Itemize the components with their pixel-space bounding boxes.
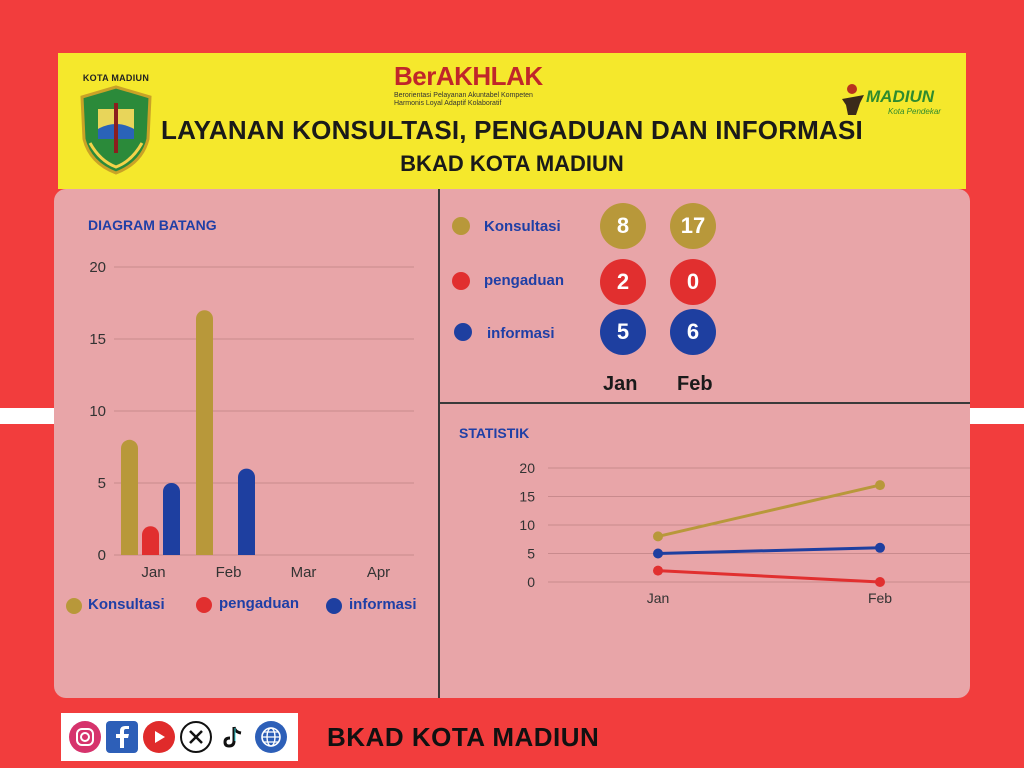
- madiun-word: MADIUN: [866, 87, 934, 106]
- summary-label-pengaduan: pengaduan: [484, 272, 565, 289]
- madiun-sub: Kota Pendekar: [888, 107, 941, 116]
- value-informasi-feb: 6: [670, 309, 716, 355]
- summary-label-informasi: informasi: [487, 325, 555, 342]
- emblem-caption: KOTA MADIUN: [82, 73, 150, 83]
- bar-konsultasi-jan: [121, 439, 138, 555]
- bar-chart-title: DIAGRAM BATANG: [88, 217, 217, 233]
- berakhlak-logo: BerAKHLAK Berorientasi Pelayanan Akuntab…: [394, 61, 574, 108]
- bar-xtick-label: Jan: [141, 564, 165, 581]
- brand-name: BerAKHLAK: [394, 61, 543, 91]
- bar-ytick-label: 0: [98, 547, 106, 564]
- bar-xtick-label: Apr: [367, 564, 390, 581]
- madiun-logo: MADIUN Kota Pendekar: [838, 81, 948, 121]
- line-ytick-label: 5: [527, 546, 535, 562]
- summary-dot-konsultasi: [452, 217, 470, 235]
- line-ytick-label: 0: [527, 574, 535, 590]
- page-title: LAYANAN KONSULTASI, PENGADUAN DAN INFORM…: [161, 115, 863, 145]
- line-ytick-label: 15: [519, 489, 535, 505]
- tiktok-icon[interactable]: [217, 721, 249, 753]
- brand-tagline-1: Berorientasi Pelayanan Akuntabel Kompete…: [394, 92, 533, 99]
- line-point-informasi-jan: [653, 548, 663, 559]
- legend-dot-informasi: [326, 598, 342, 614]
- line-point-pengaduan-feb: [875, 577, 885, 587]
- bar-xtick-label: Mar: [291, 564, 317, 581]
- bar-ytick-label: 15: [89, 331, 106, 348]
- youtube-icon[interactable]: [143, 721, 175, 753]
- bar-chart: 0 5 10 15 20 Jan Feb Mar Apr: [89, 259, 414, 581]
- bar-ytick-label: 5: [98, 475, 106, 492]
- legend-label-pengaduan: pengaduan: [219, 595, 300, 612]
- line-point-pengaduan-jan: [653, 565, 663, 576]
- brand-tagline-2: Harmonis Loyal Adaptif Kolaboratif: [394, 100, 502, 107]
- value-pengaduan-jan: 2: [600, 259, 646, 305]
- line-xtick-label: Feb: [868, 590, 892, 606]
- line-point-informasi-feb: [875, 542, 885, 553]
- bar-pengaduan-jan: [142, 526, 159, 555]
- bar-ytick-label: 20: [89, 259, 106, 276]
- summary-dot-pengaduan: [452, 272, 470, 290]
- line-point-konsultasi-jan: [653, 531, 663, 542]
- line-ytick-label: 10: [519, 517, 535, 533]
- summary-dot-informasi: [454, 323, 472, 341]
- summary-month-feb: Feb: [677, 373, 713, 395]
- line-series-informasi: [657, 546, 881, 555]
- line-ytick-label: 20: [519, 460, 535, 476]
- page-subtitle: BKAD KOTA MADIUN: [400, 151, 624, 176]
- city-emblem: KOTA MADIUN: [76, 73, 156, 180]
- line-series-konsultasi: [657, 483, 881, 538]
- line-series-pengaduan: [657, 569, 881, 584]
- value-pengaduan-feb: 0: [670, 259, 716, 305]
- bar-konsultasi-feb: [196, 310, 213, 555]
- horizontal-divider: [438, 402, 970, 404]
- summary-month-jan: Jan: [603, 373, 638, 395]
- line-point-konsultasi-feb: [875, 480, 885, 491]
- bar-informasi-feb: [238, 468, 255, 555]
- line-xtick-label: Jan: [647, 590, 670, 606]
- value-konsultasi-feb: 17: [670, 203, 716, 249]
- header-banner: KOTA MADIUN BerAKHLAK Berorientasi Pelay…: [58, 53, 966, 189]
- bar-xtick-label: Feb: [216, 564, 242, 581]
- line-chart: 0 5 10 15 20 Jan Feb: [519, 460, 970, 606]
- footer-title: BKAD KOTA MADIUN: [327, 722, 600, 752]
- instagram-icon[interactable]: [69, 721, 101, 753]
- summary-label-konsultasi: Konsultasi: [484, 218, 561, 235]
- vertical-divider: [438, 189, 440, 698]
- pendekar-figure-icon: [842, 84, 864, 115]
- legend-dot-konsultasi: [66, 598, 82, 614]
- facebook-icon[interactable]: [106, 721, 138, 753]
- legend-dot-pengaduan: [196, 597, 212, 613]
- legend-label-informasi: informasi: [349, 596, 417, 613]
- value-konsultasi-jan: 8: [600, 203, 646, 249]
- line-chart-title: STATISTIK: [459, 425, 530, 441]
- bar-ytick-label: 10: [89, 403, 106, 420]
- legend-label-konsultasi: Konsultasi: [88, 596, 165, 613]
- content-panel: DIAGRAM BATANG 0 5 10 15 20 Jan Feb Mar Apr Kons…: [54, 189, 970, 698]
- value-informasi-jan: 5: [600, 309, 646, 355]
- shield-icon: [80, 85, 152, 175]
- social-icons-bar: [61, 713, 298, 761]
- x-icon[interactable]: [180, 721, 212, 753]
- bar-informasi-jan: [163, 483, 180, 555]
- web-icon[interactable]: [255, 721, 287, 753]
